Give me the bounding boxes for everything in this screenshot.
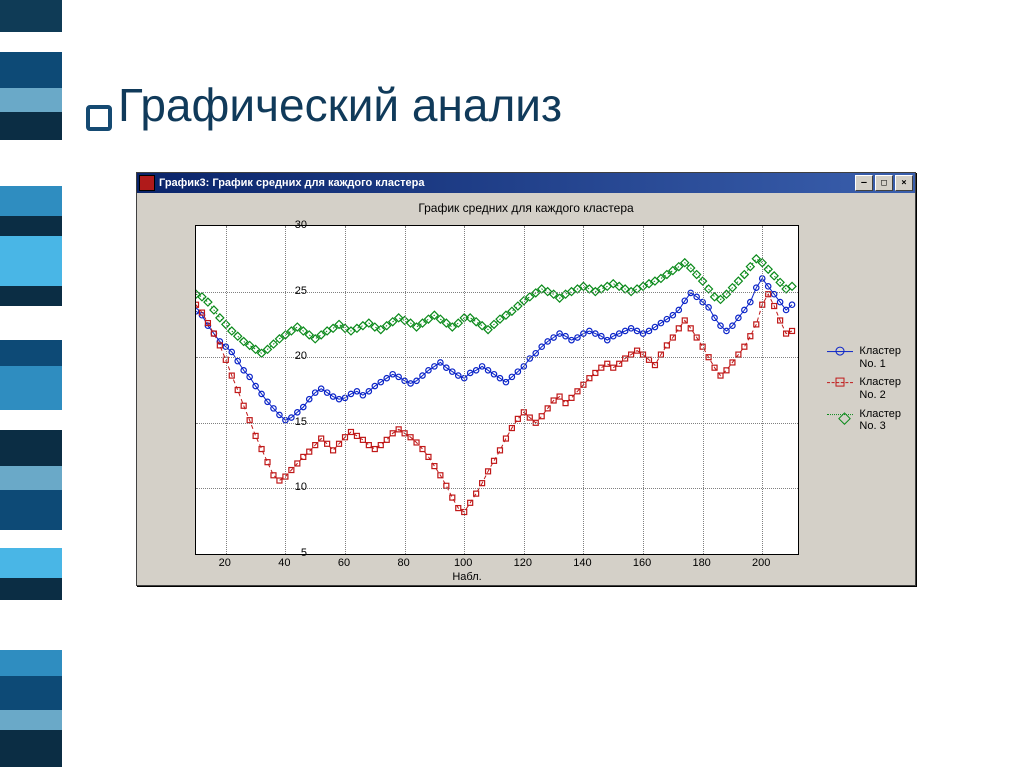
x-tick-label: 180	[692, 557, 710, 569]
legend-item: КластерNo. 1	[827, 345, 901, 370]
x-tick-label: 20	[219, 557, 231, 569]
decorative-left-stripe	[0, 0, 62, 767]
legend: КластерNo. 1КластерNo. 2КластерNo. 3	[827, 339, 901, 439]
legend-label: Кластер	[859, 408, 901, 420]
x-tick-label: 60	[338, 557, 350, 569]
y-tick-label: 25	[267, 285, 307, 297]
minimize-button[interactable]: –	[855, 175, 873, 191]
close-button[interactable]: ×	[895, 175, 913, 191]
legend-item: КластерNo. 3	[827, 408, 901, 433]
y-tick-label: 30	[267, 219, 307, 231]
x-tick-label: 80	[397, 557, 409, 569]
slide: Графический анализ График3: График средн…	[0, 0, 1024, 767]
x-tick-label: 200	[752, 557, 770, 569]
chart-window: График3: График средних для каждого клас…	[136, 172, 916, 586]
legend-sublabel: No. 1	[859, 358, 885, 370]
maximize-button[interactable]: □	[875, 175, 893, 191]
x-tick-label: 100	[454, 557, 472, 569]
chart-axes	[195, 225, 799, 555]
y-tick-label: 15	[267, 416, 307, 428]
x-tick-label: 120	[514, 557, 532, 569]
x-tick-label: 40	[278, 557, 290, 569]
legend-label: Кластер	[859, 345, 901, 357]
x-tick-label: 140	[573, 557, 591, 569]
x-axis-label: Набл.	[137, 571, 797, 583]
slide-title: Графический анализ	[118, 78, 562, 132]
plot-area: График средних для каждого кластера Набл…	[137, 193, 915, 585]
chart-title: График средних для каждого кластера	[137, 201, 915, 215]
legend-item: КластерNo. 2	[827, 376, 901, 401]
window-titlebar[interactable]: График3: График средних для каждого клас…	[137, 173, 915, 193]
app-icon	[139, 175, 155, 191]
window-title: График3: График средних для каждого клас…	[159, 177, 425, 189]
legend-sublabel: No. 3	[859, 420, 885, 432]
title-bullet-icon	[86, 105, 112, 131]
y-tick-label: 10	[267, 481, 307, 493]
y-tick-label: 20	[267, 350, 307, 362]
legend-label: Кластер	[859, 376, 901, 388]
x-tick-label: 160	[633, 557, 651, 569]
legend-sublabel: No. 2	[859, 389, 885, 401]
